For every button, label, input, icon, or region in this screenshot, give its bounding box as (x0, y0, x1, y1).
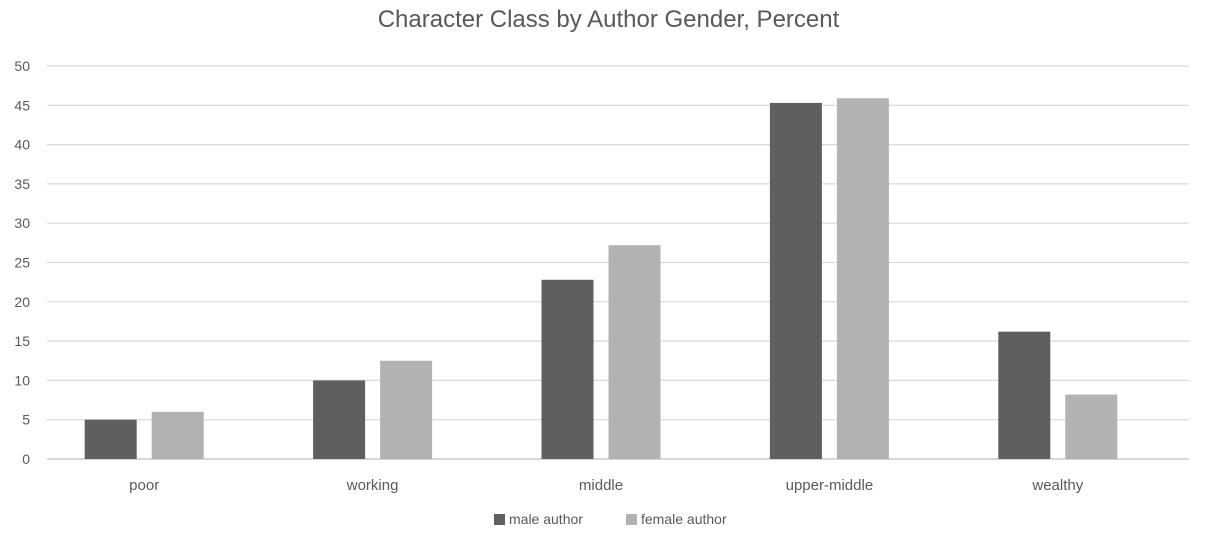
chart-title: Character Class by Author Gender, Percen… (377, 6, 840, 33)
bar-upper-middle-female (836, 98, 889, 459)
bar-working-male (313, 380, 366, 459)
bar-working-female (380, 360, 433, 459)
legend-label-female: female author (641, 511, 727, 527)
y-tick-label: 0 (22, 451, 30, 467)
bar-middle-male (541, 279, 594, 459)
y-tick-label: 20 (14, 294, 30, 310)
x-category-label: poor (129, 477, 159, 494)
legend-swatch-female (626, 514, 637, 525)
x-category-label: middle (579, 477, 623, 494)
x-category-label: working (346, 477, 399, 494)
y-tick-label: 45 (14, 97, 30, 113)
y-tick-label: 5 (22, 412, 30, 428)
y-axis-ticks: 0 5 10 15 20 25 30 35 40 45 50 (14, 58, 30, 467)
bar-wealthy-male (998, 331, 1051, 459)
y-tick-label: 35 (14, 176, 30, 192)
bar-poor-male (84, 419, 137, 459)
y-tick-label: 15 (14, 333, 30, 349)
bar-upper-middle-male (769, 102, 822, 459)
x-axis-categories: poor working middle upper-middle wealthy (129, 477, 1084, 494)
x-category-label: upper-middle (786, 477, 874, 494)
y-tick-label: 50 (14, 58, 30, 74)
bar-poor-female (151, 411, 204, 459)
y-tick-label: 40 (14, 137, 30, 153)
legend-swatch-male (494, 514, 505, 525)
bar-wealthy-female (1065, 394, 1118, 459)
y-tick-label: 30 (14, 215, 30, 231)
y-tick-label: 10 (14, 372, 30, 388)
x-category-label: wealthy (1031, 477, 1083, 494)
legend-label-male: male author (509, 511, 583, 527)
legend: male author female author (494, 511, 727, 527)
bar-middle-female (608, 245, 661, 459)
bars (84, 98, 1118, 459)
y-tick-label: 25 (14, 255, 30, 271)
